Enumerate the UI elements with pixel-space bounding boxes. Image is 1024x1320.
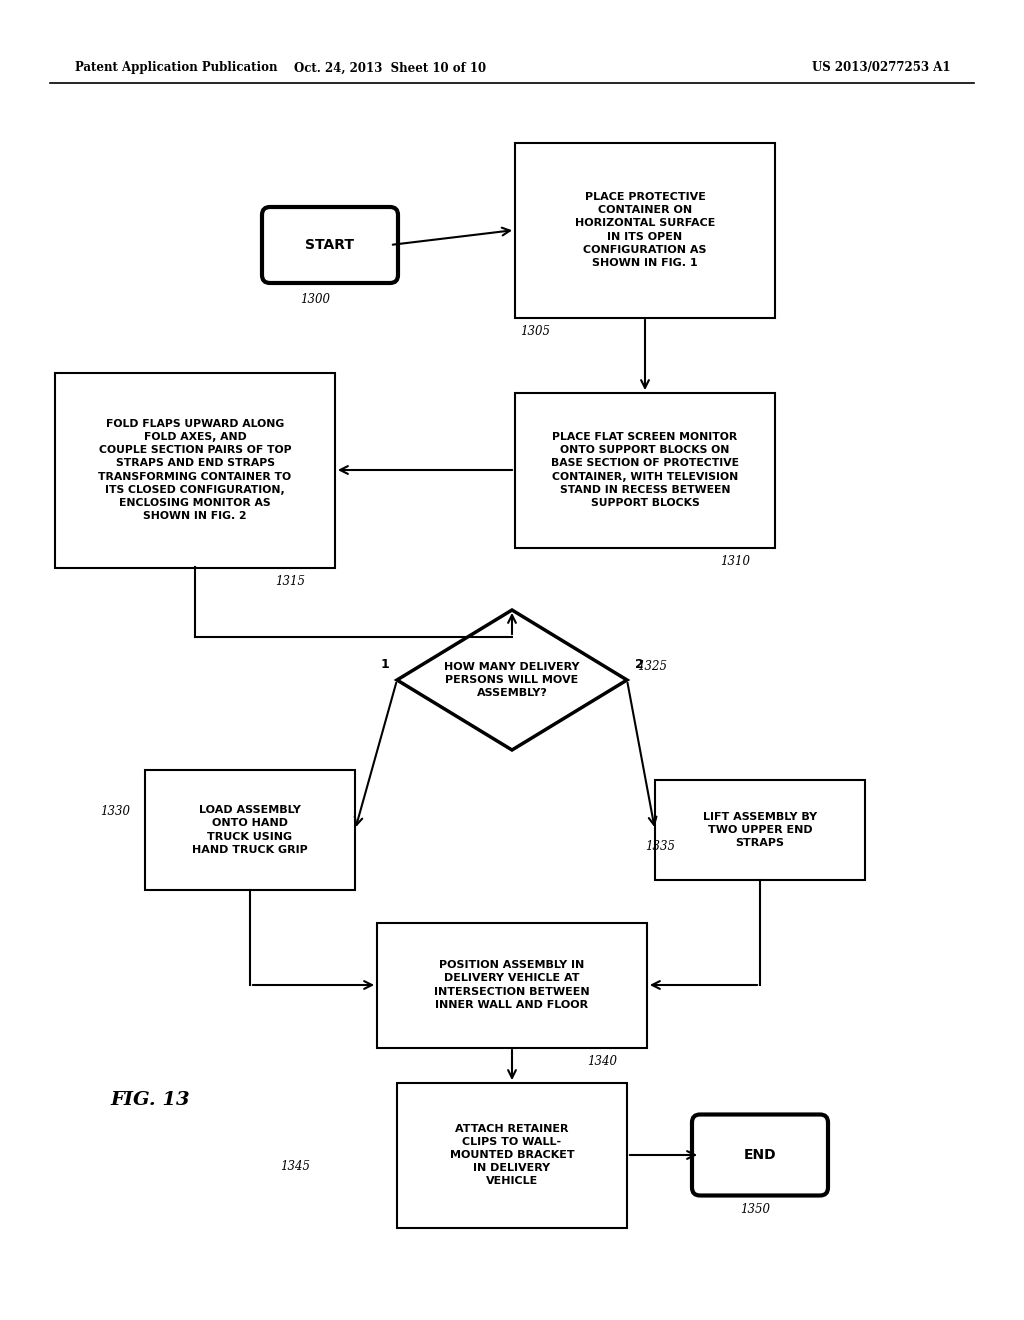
Text: PLACE PROTECTIVE
CONTAINER ON
HORIZONTAL SURFACE
IN ITS OPEN
CONFIGURATION AS
SH: PLACE PROTECTIVE CONTAINER ON HORIZONTAL… <box>574 191 715 268</box>
FancyBboxPatch shape <box>692 1114 828 1196</box>
Text: START: START <box>305 238 354 252</box>
Text: 1315: 1315 <box>275 576 305 587</box>
Text: 1300: 1300 <box>300 293 330 306</box>
Text: 1350: 1350 <box>740 1203 770 1216</box>
FancyBboxPatch shape <box>145 770 355 890</box>
FancyBboxPatch shape <box>515 143 775 318</box>
Text: Patent Application Publication: Patent Application Publication <box>75 62 278 74</box>
FancyBboxPatch shape <box>262 207 398 282</box>
FancyBboxPatch shape <box>55 372 335 568</box>
Text: 1305: 1305 <box>520 325 550 338</box>
Text: 1340: 1340 <box>587 1055 617 1068</box>
Text: 1325: 1325 <box>637 660 667 673</box>
FancyBboxPatch shape <box>655 780 865 880</box>
Text: FOLD FLAPS UPWARD ALONG
FOLD AXES, AND
COUPLE SECTION PAIRS OF TOP
STRAPS AND EN: FOLD FLAPS UPWARD ALONG FOLD AXES, AND C… <box>98 418 292 521</box>
Text: US 2013/0277253 A1: US 2013/0277253 A1 <box>811 62 950 74</box>
Text: Oct. 24, 2013  Sheet 10 of 10: Oct. 24, 2013 Sheet 10 of 10 <box>294 62 486 74</box>
Polygon shape <box>397 610 627 750</box>
Text: 1310: 1310 <box>720 554 750 568</box>
Text: 1330: 1330 <box>100 805 130 818</box>
FancyBboxPatch shape <box>377 923 647 1048</box>
Text: HOW MANY DELIVERY
PERSONS WILL MOVE
ASSEMBLY?: HOW MANY DELIVERY PERSONS WILL MOVE ASSE… <box>444 661 580 698</box>
FancyBboxPatch shape <box>515 392 775 548</box>
Text: END: END <box>743 1148 776 1162</box>
Text: 1: 1 <box>380 659 389 672</box>
Text: POSITION ASSEMBLY IN
DELIVERY VEHICLE AT
INTERSECTION BETWEEN
INNER WALL AND FLO: POSITION ASSEMBLY IN DELIVERY VEHICLE AT… <box>434 960 590 1010</box>
Text: PLACE FLAT SCREEN MONITOR
ONTO SUPPORT BLOCKS ON
BASE SECTION OF PROTECTIVE
CONT: PLACE FLAT SCREEN MONITOR ONTO SUPPORT B… <box>551 432 739 508</box>
Text: ATTACH RETAINER
CLIPS TO WALL-
MOUNTED BRACKET
IN DELIVERY
VEHICLE: ATTACH RETAINER CLIPS TO WALL- MOUNTED B… <box>450 1123 574 1187</box>
FancyBboxPatch shape <box>397 1082 627 1228</box>
Text: 1345: 1345 <box>280 1160 310 1173</box>
Text: FIG. 13: FIG. 13 <box>110 1092 189 1109</box>
Text: 2: 2 <box>635 659 644 672</box>
Text: LIFT ASSEMBLY BY
TWO UPPER END
STRAPS: LIFT ASSEMBLY BY TWO UPPER END STRAPS <box>702 812 817 849</box>
Text: LOAD ASSEMBLY
ONTO HAND
TRUCK USING
HAND TRUCK GRIP: LOAD ASSEMBLY ONTO HAND TRUCK USING HAND… <box>193 805 308 855</box>
Text: 1335: 1335 <box>645 840 675 853</box>
